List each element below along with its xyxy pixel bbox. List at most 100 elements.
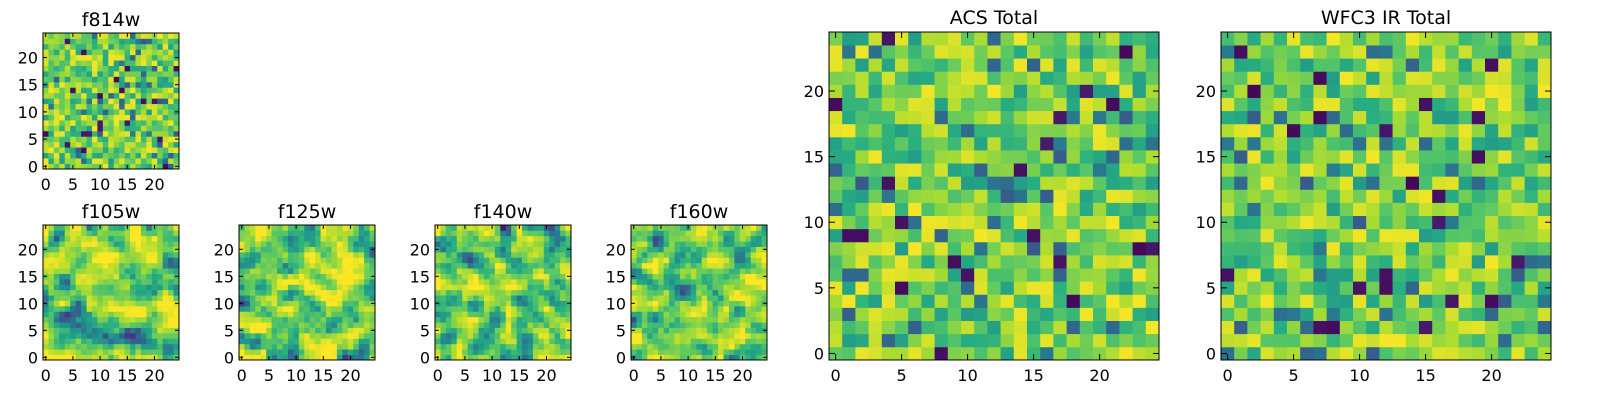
heatmap-cell (298, 349, 305, 355)
heatmap-cell (462, 327, 468, 334)
heatmap-cell (1313, 294, 1327, 308)
heatmap-cell (690, 338, 697, 345)
heatmap-cell (1260, 281, 1275, 295)
heatmap-cell (97, 316, 104, 323)
heatmap-cell (102, 152, 109, 159)
heatmap-cell (658, 284, 664, 291)
heatmap-cell (1145, 215, 1160, 230)
heatmap-cell (53, 114, 60, 121)
heatmap-cell (961, 71, 975, 85)
heatmap-cell (921, 228, 935, 243)
heatmap-cell (1392, 241, 1407, 256)
heatmap-cell (271, 306, 278, 312)
heatmap-cell (108, 225, 115, 231)
heatmap-cell (652, 262, 659, 269)
y-tick-label: 10 (18, 103, 38, 122)
heatmap-cell (1537, 150, 1552, 164)
heatmap-cell (739, 284, 746, 291)
heatmap-cell (315, 322, 321, 328)
heatmap-cell (696, 246, 703, 253)
heatmap-cell (1445, 333, 1459, 348)
heatmap-cell (162, 300, 169, 307)
heatmap-cell (277, 316, 283, 323)
heatmap-cell (868, 136, 883, 151)
heatmap-cell (86, 33, 93, 39)
heatmap-cell (527, 225, 534, 231)
heatmap-cell (750, 295, 757, 301)
heatmap-cell (1053, 32, 1067, 46)
heatmap-cell (162, 343, 169, 350)
heatmap-cell (168, 257, 174, 264)
heatmap-cell (146, 338, 153, 345)
heatmap-cell (255, 235, 262, 242)
heatmap-cell (168, 235, 174, 242)
heatmap-cell (723, 241, 730, 247)
heatmap-cell (1273, 84, 1288, 98)
heatmap-cell (168, 71, 174, 77)
heatmap-cell (298, 268, 305, 274)
heatmap-cell (974, 228, 988, 243)
heatmap-cell (652, 241, 659, 247)
heatmap-cell (140, 273, 147, 280)
heatmap-cell (728, 322, 735, 328)
heatmap-cell (75, 120, 82, 126)
heatmap-cell (947, 84, 962, 98)
heatmap-cell (1445, 281, 1459, 295)
heatmap-cell (282, 300, 289, 307)
heatmap-cell (108, 257, 115, 264)
heatmap-cell (1132, 97, 1147, 112)
heatmap-cell (560, 225, 566, 231)
heatmap-cell (718, 343, 724, 350)
heatmap-cell (124, 284, 131, 291)
heatmap-cell (1221, 150, 1235, 164)
heatmap-cell (260, 241, 267, 247)
heatmap-cell (266, 311, 272, 318)
heatmap-cell (304, 338, 311, 345)
heatmap-cell (462, 235, 468, 242)
heatmap-cell (707, 306, 713, 312)
heatmap-cell (1234, 123, 1248, 138)
heatmap-cell (1392, 97, 1407, 112)
heatmap-cell (1106, 71, 1120, 85)
heatmap-cell (266, 300, 272, 307)
heatmap-cell (516, 235, 523, 242)
heatmap-cell (707, 235, 713, 242)
heatmap-cell (336, 333, 343, 339)
heatmap-cell (462, 246, 468, 253)
heatmap-cell (260, 316, 267, 323)
heatmap-cell (451, 289, 458, 296)
heatmap-cell (1106, 45, 1120, 59)
heatmap-cell (75, 38, 82, 45)
heatmap-cell (43, 98, 49, 105)
heatmap-cell (162, 316, 169, 323)
heatmap-cell (364, 268, 370, 274)
heatmap-cell (119, 333, 125, 339)
heatmap-cell (842, 333, 856, 348)
heatmap-cell (641, 252, 648, 258)
heatmap-cell (690, 300, 697, 307)
heatmap-cell (1485, 241, 1499, 256)
heatmap-cell (315, 235, 321, 242)
heatmap-cell (293, 333, 300, 339)
heatmap-cell (974, 176, 988, 190)
heatmap-cell (1247, 202, 1261, 217)
heatmap-cell (43, 120, 49, 126)
heatmap-cell (829, 320, 843, 335)
heatmap-cell (868, 45, 883, 59)
heatmap-cell (829, 333, 843, 348)
heatmap-cell (685, 235, 692, 242)
heatmap-cell (1392, 84, 1407, 98)
heatmap-cell (119, 163, 125, 170)
x-tick-label: 20 (536, 366, 556, 385)
heatmap-cell (739, 289, 746, 296)
heatmap-cell (108, 354, 115, 361)
heatmap-cell (1132, 320, 1147, 335)
heatmap-cell (538, 338, 545, 345)
heatmap-cell (239, 338, 245, 345)
heatmap-cell (987, 163, 1001, 177)
heatmap-cell (173, 252, 180, 258)
heatmap-cell (462, 273, 468, 280)
heatmap-cell (560, 322, 566, 328)
heatmap-cell (842, 71, 856, 85)
heatmap-cell (287, 273, 294, 280)
